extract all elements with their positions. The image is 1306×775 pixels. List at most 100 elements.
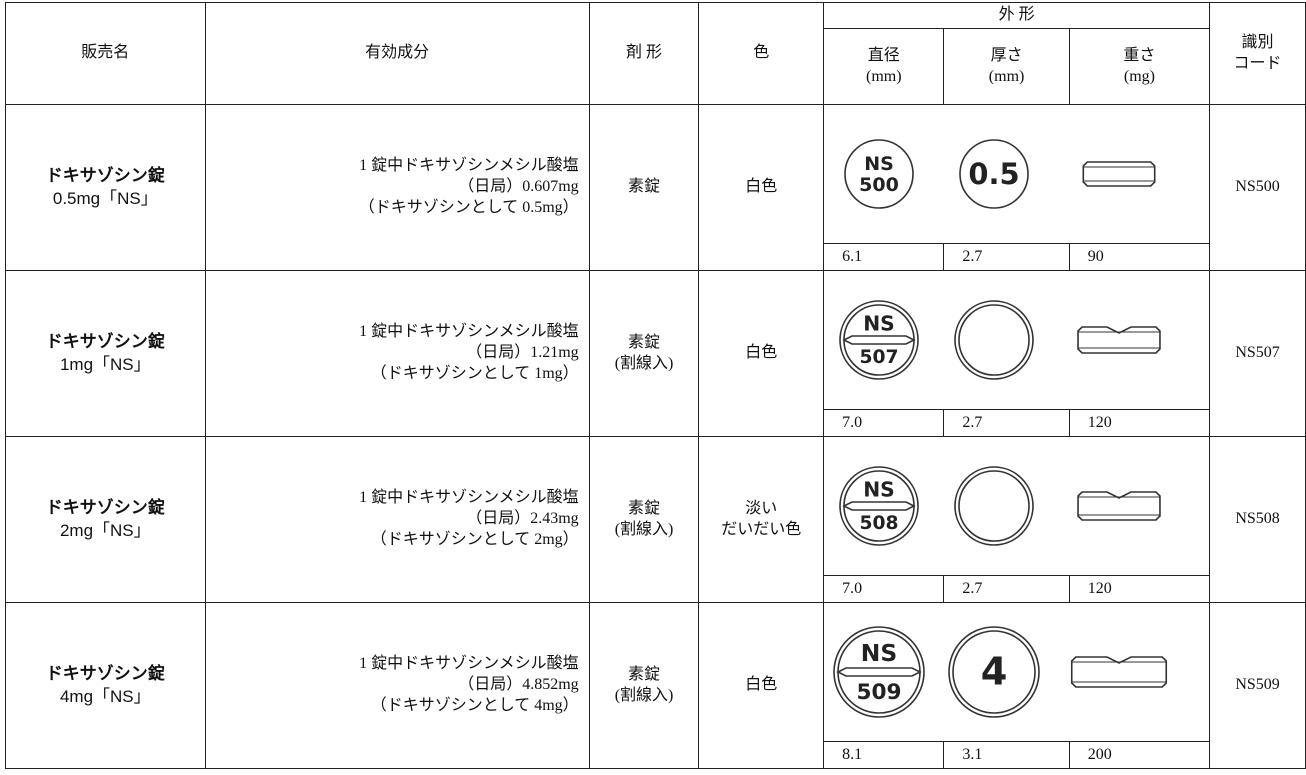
shape-cell: NS 509 4 — [823, 602, 1211, 742]
ingredient-line: （ドキサゾシンとして 1mg） — [370, 364, 579, 382]
header-row: 販売名 有効成分剤 形色外 形識別 コード — [5, 2, 1306, 105]
thickness-cell: 2.7 — [943, 409, 1070, 437]
name-cell: ドキサゾシン錠 1mg「NS」 — [5, 270, 206, 437]
name-line: ドキサゾシン錠 — [45, 498, 165, 518]
color-line: 白色 — [745, 178, 778, 196]
weight-cell: 120 — [1068, 575, 1211, 603]
tablet-front-outline — [833, 625, 925, 718]
header-row: 直径 (mm) 厚さ (mm) 重さ (mg) — [6, 28, 1306, 105]
ingredient-cell: 1 錠中ドキサゾシンメシル酸塩 （日局）2.43mg （ドキサゾシンとして 2mg） — [204, 436, 590, 603]
tablet-row: ドキサゾシン錠 2mg「NS」 1 錠中ドキサゾシンメシル酸塩 （日局）2.43mg （… — [5, 436, 1306, 603]
code-cell: NS500 — [1209, 104, 1306, 271]
tablet-row: ドキサゾシン錠 1mg「NS」 1 錠中ドキサゾシンメシル酸塩 （日局）1.21mg （… — [5, 270, 1306, 437]
name-line: ドキサゾシン錠 — [45, 332, 165, 352]
code-cell: NS507 — [1209, 270, 1306, 437]
name-cell: ドキサゾシン錠 0.5mg「NS」 — [5, 104, 206, 271]
name-line: 0.5mg「NS」 — [52, 188, 158, 208]
form-line: (割線入) — [614, 354, 674, 372]
diameter-cell: 6.1 — [823, 243, 945, 271]
tablet-back-rim — [952, 629, 1036, 714]
form-line: (割線入) — [614, 686, 674, 704]
table-body: 販売名 有効成分剤 形色外 形識別 コード 直径 (mm) 厚さ (mm) 重さ (mg) ドキサ… — [5, 2, 1306, 769]
tablet-drawing: NS 508 — [839, 465, 1161, 546]
name-cell: ドキサゾシン錠 4mg「NS」 — [5, 602, 206, 769]
color-line: だいだい色 — [721, 520, 802, 538]
tablet-front-text: 507 — [860, 347, 899, 368]
weight-cell: 200 — [1068, 741, 1211, 769]
tablet-back-outline — [948, 625, 1040, 718]
form-cell: 素錠 — [588, 104, 700, 271]
weight-cell: 90 — [1068, 243, 1211, 271]
tablet-front-text: NS — [864, 153, 894, 175]
ingredient-line: （ドキサゾシンとして 4mg） — [370, 696, 579, 714]
thickness-cell: 2.7 — [943, 243, 1070, 271]
ingredient-line: （日局）2.43mg — [466, 510, 579, 528]
score-line — [836, 666, 922, 677]
header-ingredient: 有効成分 — [204, 2, 590, 105]
tablet-table: 販売名 有効成分剤 形色外 形識別 コード 直径 (mm) 厚さ (mm) 重さ (mg) ドキサ… — [5, 2, 1306, 769]
ingredient-line: （日局）4.852mg — [458, 676, 579, 694]
tablet-back-rim — [958, 303, 1030, 376]
header-diameter-label: 直径 — [867, 46, 900, 64]
name-line: ドキサゾシン錠 — [45, 166, 165, 186]
ingredient-line: 1 錠中ドキサゾシンメシル酸塩 — [359, 323, 579, 341]
header-thickness: 厚さ (mm) — [943, 28, 1070, 105]
color-line: 淡い — [745, 499, 778, 517]
diameter-cell: 7.0 — [823, 575, 945, 603]
header-weight-unit: (mg) — [1123, 67, 1155, 85]
header-name: 販売名 — [5, 2, 206, 105]
score-line — [842, 334, 916, 345]
header-weight-label: 重さ — [1123, 46, 1156, 64]
form-line: 素錠 — [628, 333, 661, 351]
tablet-back-rim — [958, 469, 1030, 542]
color-line: 白色 — [745, 344, 778, 362]
ingredient-line: 1 錠中ドキサゾシンメシル酸塩 — [359, 489, 579, 507]
shape-cell: NS 508 — [823, 436, 1211, 576]
name-cell: ドキサゾシン錠 2mg「NS」 — [5, 436, 206, 603]
header-color: 色 — [698, 2, 825, 105]
tablet-front-outline — [839, 465, 919, 546]
form-line: 素錠 — [628, 665, 661, 683]
tablet-front-text: 508 — [860, 513, 899, 534]
dimension-row: 6.1 2.7 90 — [6, 243, 1306, 271]
color-cell: 白色 — [698, 270, 825, 437]
tablet-front-text: 500 — [859, 174, 899, 196]
tablet-front-text: NS — [863, 311, 895, 335]
diameter-cell: 8.1 — [823, 741, 945, 769]
tablet-front-text: NS — [863, 477, 895, 501]
tablet-back-outline — [954, 299, 1034, 380]
header-weight: 重さ (mg) — [1068, 28, 1211, 105]
tablet-drawing: NS 509 4 — [833, 625, 1168, 718]
ingredient-line: 1 錠中ドキサゾシンメシル酸塩 — [359, 157, 579, 175]
ingredient-line: （ドキサゾシンとして 0.5mg） — [358, 198, 579, 216]
ingredient-line: （日局）0.607mg — [458, 178, 579, 196]
name-line: 2mg「NS」 — [59, 520, 151, 540]
form-cell: 素錠 (割線入) — [588, 270, 700, 437]
tablet-back-text: 0.5 — [969, 157, 1020, 191]
color-cell: 白色 — [698, 602, 825, 769]
tablet-side — [1077, 490, 1161, 521]
thickness-cell: 2.7 — [943, 575, 1070, 603]
name-line: ドキサゾシン錠 — [45, 664, 165, 684]
name-line: 1mg「NS」 — [59, 354, 151, 374]
ingredient-line: （日局）1.21mg — [466, 344, 579, 362]
tablet-front-text: NS — [861, 639, 897, 667]
ingredient-line: （ドキサゾシンとして 2mg） — [370, 530, 579, 548]
form-line: 素錠 — [628, 178, 661, 196]
tablet-back-outline — [954, 465, 1034, 546]
code-cell: NS508 — [1209, 436, 1306, 603]
header-shape: 外 形 — [823, 2, 1211, 29]
dimension-row: 8.1 3.1 200 — [6, 741, 1306, 769]
tablet-front-text: 509 — [857, 679, 902, 704]
color-cell: 白色 — [698, 104, 825, 271]
header-code-line: コード — [1233, 54, 1282, 72]
thickness-cell: 3.1 — [943, 741, 1070, 769]
form-line: (割線入) — [614, 520, 674, 538]
shape-cell: NS 500 0.5 — [823, 104, 1211, 244]
color-line: 白色 — [745, 676, 778, 694]
header-thickness-unit: (mm) — [988, 67, 1025, 85]
code-cell: NS509 — [1209, 602, 1306, 769]
tablet-side — [1082, 160, 1156, 187]
tablet-front-outline — [839, 299, 919, 380]
